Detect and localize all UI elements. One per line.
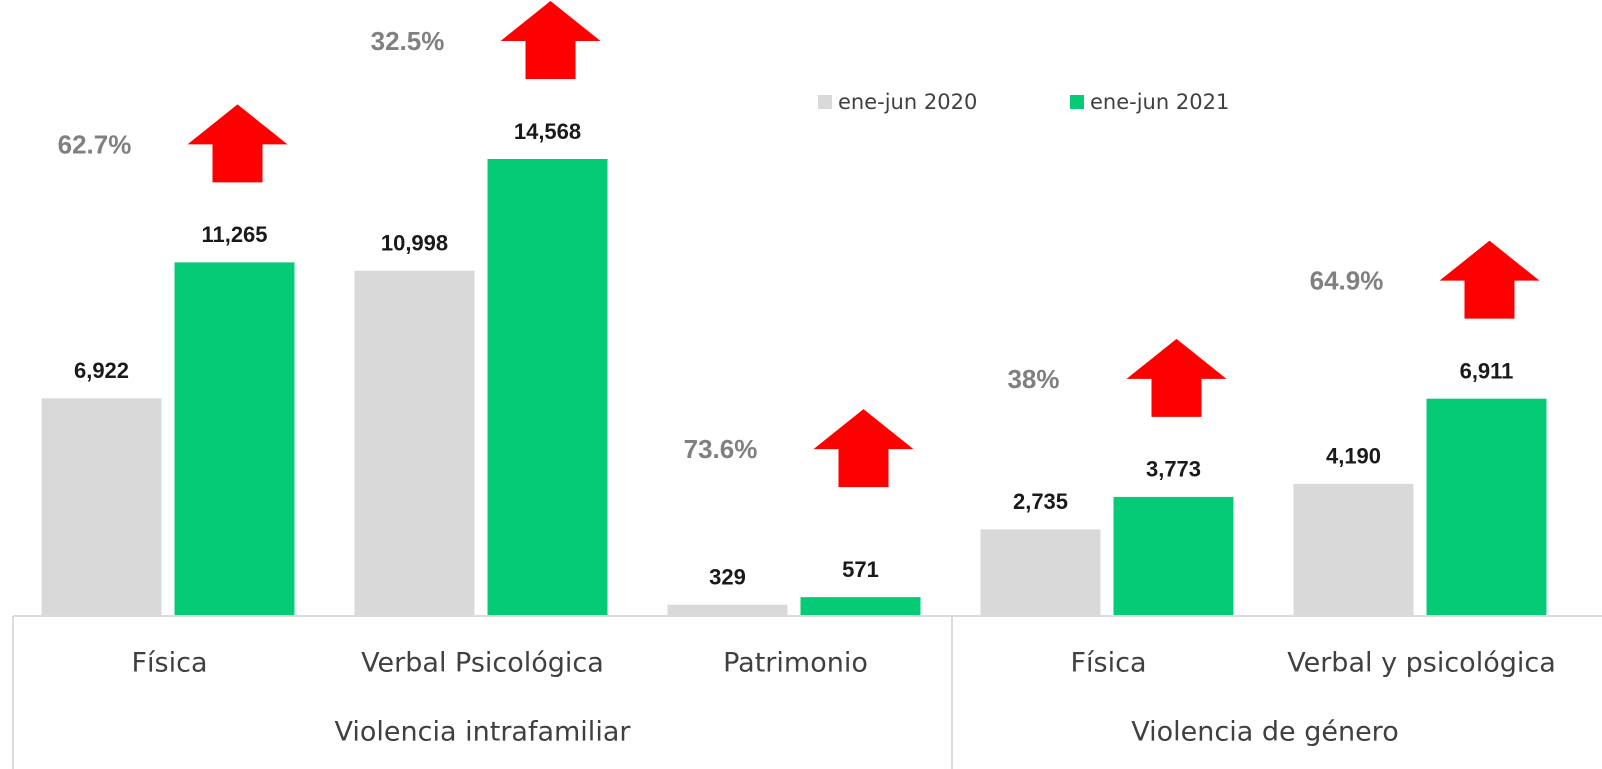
bar xyxy=(980,529,1101,615)
group-label: Violencia intrafamiliar xyxy=(335,717,632,748)
value-label: 10,998 xyxy=(381,231,448,256)
bar xyxy=(41,398,162,615)
x-tick-label: Física xyxy=(132,648,208,679)
annotation: 62.7% xyxy=(58,129,132,159)
value-label: 3,773 xyxy=(1146,457,1201,482)
increase-arrow xyxy=(813,409,914,488)
value-label: 2,735 xyxy=(1013,489,1068,514)
group-label: Violencia de género xyxy=(1131,717,1398,748)
value-label: 571 xyxy=(842,557,879,582)
bar xyxy=(354,270,475,615)
increase-arrow xyxy=(187,104,288,183)
bar xyxy=(1113,496,1234,615)
annotation: 73.6% xyxy=(684,434,758,464)
bar xyxy=(487,159,608,615)
legend-swatch xyxy=(818,95,832,109)
bar xyxy=(667,604,788,615)
value-label: 6,911 xyxy=(1460,358,1514,383)
increase-arrow xyxy=(1439,240,1540,319)
value-label: 14,568 xyxy=(514,119,581,144)
increase-arrow xyxy=(1126,338,1227,417)
annotation: 64.9% xyxy=(1310,266,1384,296)
annotation: 38% xyxy=(1007,364,1059,394)
legend-label: ene-jun 2020 xyxy=(838,90,977,114)
bar xyxy=(1293,483,1414,615)
value-label: 11,265 xyxy=(201,222,267,247)
bar xyxy=(1426,398,1547,615)
value-label: 4,190 xyxy=(1326,444,1381,469)
x-tick-label: Verbal y psicológica xyxy=(1287,648,1556,679)
value-label: 6,922 xyxy=(74,358,129,383)
value-label: 329 xyxy=(709,565,746,590)
bar xyxy=(174,262,295,615)
legend-swatch xyxy=(1070,95,1084,109)
x-tick-label: Patrimonio xyxy=(723,648,868,679)
x-tick-label: Verbal Psicológica xyxy=(361,648,604,679)
bar xyxy=(800,597,921,615)
legend-label: ene-jun 2021 xyxy=(1090,90,1229,114)
annotation: 32.5% xyxy=(371,26,445,56)
x-tick-label: Física xyxy=(1071,648,1147,679)
increase-arrow xyxy=(500,1,601,79)
